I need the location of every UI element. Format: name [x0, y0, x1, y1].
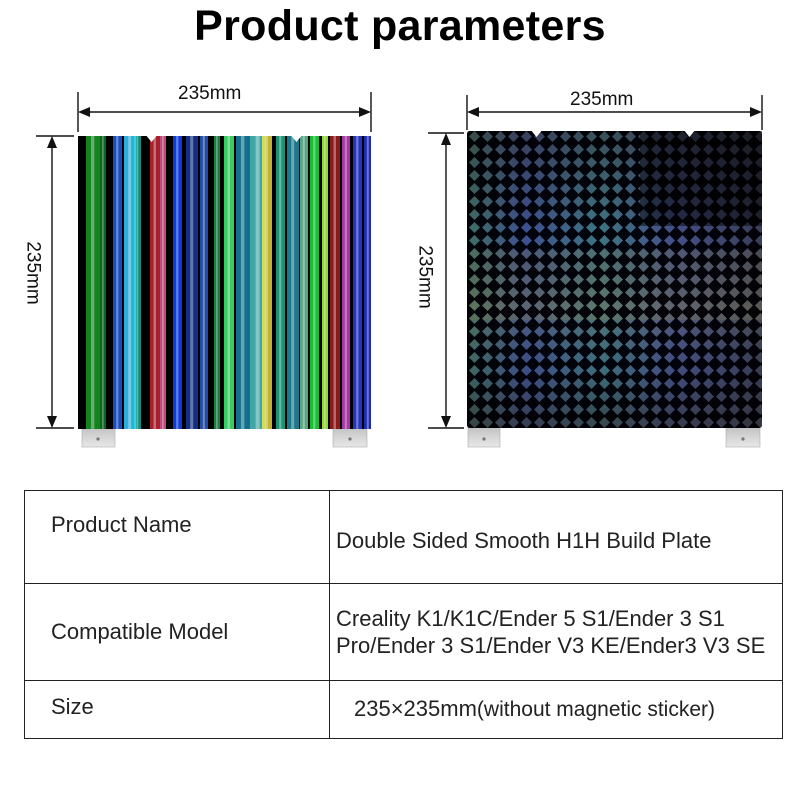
product-name-label-cell: Product Name [24, 490, 330, 584]
stripe-highlight [90, 136, 95, 429]
stripe-highlight [227, 136, 230, 429]
compatible-model-line-2: Pro/Ender 3 S1/Ender V3 KE/Ender3 V3 SE [336, 632, 766, 658]
compatible-model-label-cell: Compatible Model [24, 582, 330, 681]
stripe-highlight [324, 136, 326, 429]
size-note: (without magnetic sticker) [476, 698, 715, 722]
product-figures [36, 92, 763, 448]
stripe [262, 136, 272, 429]
compatible-model-line-1: Creality K1/K1C/Ender 5 S1/Ender 3 S1 [336, 605, 725, 631]
stripe [100, 136, 106, 429]
stripe-highlight [102, 136, 104, 429]
stripe [200, 136, 208, 429]
table-row: Compatible Model Creality K1/K1C/Ender 5… [24, 582, 783, 681]
stripe [330, 136, 340, 429]
left-height-dimension [36, 135, 74, 429]
stripe-highlight [128, 136, 132, 429]
stripe [310, 136, 319, 429]
stripe [342, 136, 350, 429]
stripe-highlight [176, 136, 179, 429]
stripe-highlight [344, 136, 347, 429]
stripe [186, 136, 198, 429]
stripe [300, 136, 308, 429]
page-title: Product parameters [194, 2, 606, 50]
stripe [214, 136, 220, 429]
right-height-label: 235mm [414, 245, 436, 309]
stripe-highlight [240, 136, 245, 429]
product-name-value-cell: Double Sided Smooth H1H Build Plate [329, 490, 783, 584]
left-width-label: 235mm [178, 83, 242, 104]
stripe [124, 136, 136, 429]
stripe-highlight [190, 136, 194, 429]
left-height-label: 235mm [22, 241, 44, 305]
stripe-highlight [116, 136, 119, 429]
stripe-highlight [291, 136, 295, 429]
table-row: Size 235×235mm(without magnetic sticker) [24, 679, 783, 739]
stripe-highlight [313, 136, 316, 429]
product-name-value: Double Sided Smooth H1H Build Plate [336, 528, 712, 554]
size-value-cell: 235×235mm(without magnetic sticker) [329, 679, 783, 739]
stripe [276, 136, 285, 429]
stripe [224, 136, 234, 429]
parameters-table: Product Name Double Sided Smooth H1H Bui… [24, 490, 783, 739]
size-label-cell: Size [24, 679, 330, 739]
stripe-highlight [162, 136, 164, 429]
stripe [86, 136, 100, 429]
stripe [353, 136, 362, 429]
stripe-highlight [255, 136, 260, 429]
right-width-label: 235mm [570, 89, 634, 110]
stripe [236, 136, 250, 429]
stripe-highlight [279, 136, 282, 429]
right-build-plate-image [467, 129, 762, 448]
right-width-dimension [466, 95, 763, 130]
size-value: 235×235mm [354, 696, 477, 722]
stripe-highlight [302, 136, 305, 429]
left-width-dimension [77, 92, 372, 132]
stripe-highlight [216, 136, 218, 429]
stripe [150, 136, 160, 429]
stripe-highlight [333, 136, 336, 429]
stripe [173, 136, 182, 429]
stripe [364, 136, 371, 429]
left-build-plate-image [78, 134, 371, 448]
product-name-label: Product Name [51, 511, 192, 537]
stripe [287, 136, 299, 429]
stripe [160, 136, 166, 429]
stripe [134, 136, 141, 429]
stripe [322, 136, 328, 429]
size-label: Size [51, 694, 94, 720]
compatible-model-value-cell: Creality K1/K1C/Ender 5 S1/Ender 3 S1 Pr… [329, 582, 783, 681]
stripe-highlight [356, 136, 359, 429]
right-height-dimension [428, 132, 464, 429]
stripe-highlight [202, 136, 205, 429]
table-row: Product Name Double Sided Smooth H1H Bui… [24, 490, 783, 584]
stripe-highlight [153, 136, 156, 429]
stripe-highlight [265, 136, 268, 429]
stripe-highlight [136, 136, 139, 429]
stripe [113, 136, 122, 429]
stripe-highlight [366, 136, 369, 429]
compatible-model-label: Compatible Model [51, 618, 229, 644]
